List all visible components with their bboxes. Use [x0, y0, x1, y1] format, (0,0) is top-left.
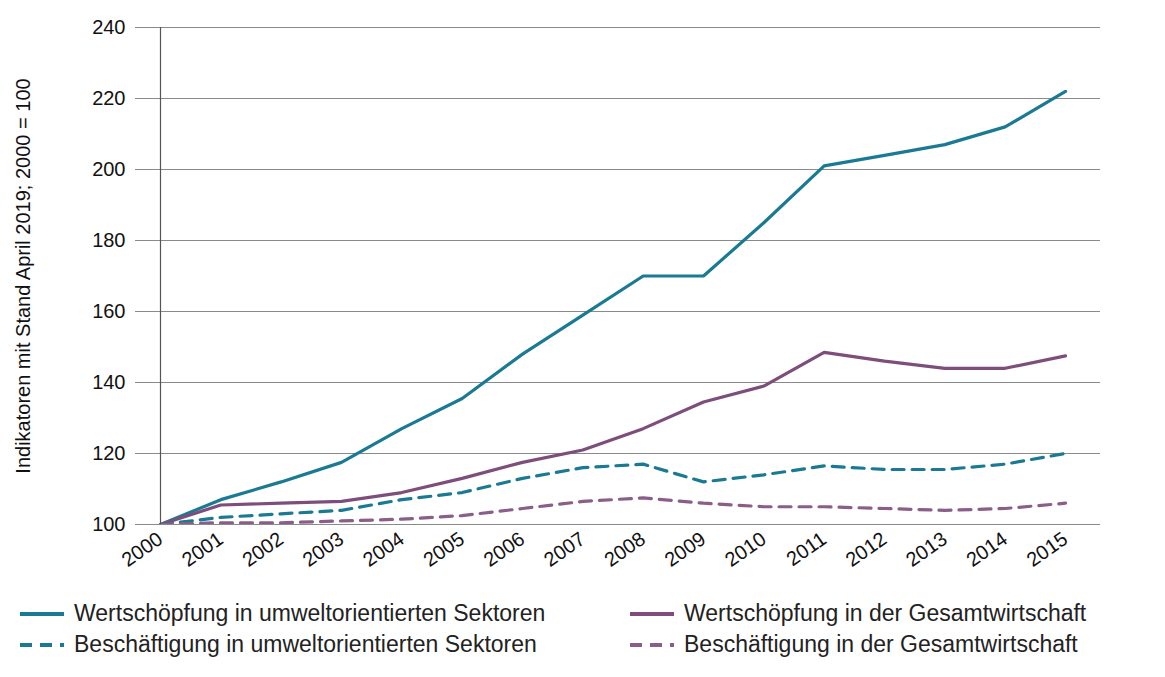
svg-text:2012: 2012 [841, 527, 890, 571]
svg-text:2008: 2008 [600, 527, 649, 571]
html-text:Wertschöpfung in der Gesamtwir: Wertschöpfung in der Gesamtwirtschaft [684, 600, 1087, 626]
svg-text:180: 180 [92, 229, 125, 251]
svg-text:240: 240 [92, 16, 125, 38]
svg-text:200: 200 [92, 158, 125, 180]
svg-text:2001: 2001 [178, 527, 227, 571]
svg-text:2015: 2015 [1022, 527, 1071, 571]
svg-text:2005: 2005 [419, 527, 468, 571]
svg-text:2009: 2009 [660, 527, 709, 571]
svg-text:2006: 2006 [479, 527, 528, 571]
html-text:Wertschöpfung in umweltorienti: Wertschöpfung in umweltorientierten Sekt… [74, 600, 546, 626]
svg-text:140: 140 [92, 371, 125, 393]
svg-text:220: 220 [92, 87, 125, 109]
svg-text:2004: 2004 [359, 527, 408, 571]
svg-text:Indikatoren mit Stand April 20: Indikatoren mit Stand April 2019; 2000 =… [12, 78, 34, 473]
svg-text:2002: 2002 [238, 527, 287, 571]
svg-text:160: 160 [92, 300, 125, 322]
svg-text:2000: 2000 [117, 527, 166, 571]
svg-text:100: 100 [92, 513, 125, 535]
html-text:Beschäftigung in umweltorienti: Beschäftigung in umweltorientierten Sekt… [74, 631, 537, 657]
svg-text:2013: 2013 [902, 527, 951, 571]
svg-text:2011: 2011 [782, 527, 830, 570]
html-text:Beschäftigung in der Gesamtwir: Beschäftigung in der Gesamtwirtschaft [684, 631, 1078, 657]
svg-text:2007: 2007 [540, 527, 589, 571]
svg-text:2010: 2010 [721, 527, 770, 571]
svg-text:120: 120 [92, 442, 125, 464]
svg-text:2014: 2014 [962, 527, 1011, 571]
svg-text:2003: 2003 [298, 527, 347, 571]
